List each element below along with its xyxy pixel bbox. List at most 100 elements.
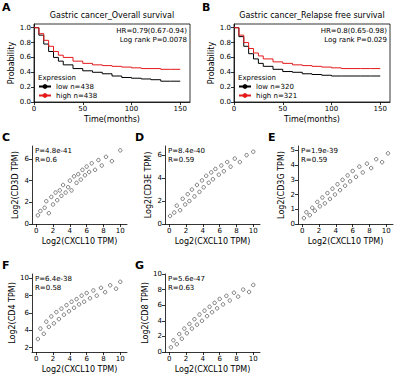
svg-text:Time(months): Time(months) [283,115,340,124]
svg-text:6: 6 [217,227,222,235]
svg-text:2: 2 [184,355,188,363]
svg-text:0: 0 [158,220,162,228]
svg-text:10: 10 [20,274,29,282]
svg-text:8: 8 [158,286,162,294]
svg-text:8: 8 [25,292,29,300]
svg-text:50: 50 [78,105,87,113]
svg-text:8: 8 [101,227,105,235]
svg-text:high n=438: high n=438 [56,92,97,100]
svg-text:Log2(CD4 TPM): Log2(CD4 TPM) [8,282,17,344]
svg-text:4: 4 [334,227,339,235]
svg-text:4: 4 [201,355,206,363]
svg-text:8: 8 [234,355,238,363]
svg-text:0.0: 0.0 [20,98,31,106]
svg-text:P=5.6e-47: P=5.6e-47 [168,275,205,283]
svg-text:10: 10 [249,227,258,235]
svg-text:0.8: 0.8 [20,39,31,47]
svg-text:R=0.59: R=0.59 [301,156,327,164]
svg-text:10: 10 [116,355,125,363]
svg-text:Log rank P=0.0078: Log rank P=0.0078 [120,36,187,44]
svg-text:B: B [202,1,210,14]
svg-text:2: 2 [158,332,162,340]
svg-text:6: 6 [25,309,30,317]
svg-text:4: 4 [158,174,163,182]
svg-text:low n=438: low n=438 [56,83,94,91]
svg-text:F: F [2,259,10,272]
svg-text:6: 6 [350,227,355,235]
svg-text:Expression: Expression [238,74,276,82]
svg-text:10: 10 [153,270,162,278]
svg-text:0.6: 0.6 [220,53,232,61]
svg-text:4: 4 [291,161,296,169]
svg-text:0: 0 [34,227,38,235]
svg-text:50: 50 [278,105,287,113]
svg-text:P=4.8e-41: P=4.8e-41 [35,147,72,155]
svg-text:A: A [2,1,11,14]
svg-text:Expression: Expression [38,74,76,82]
svg-text:0: 0 [32,105,36,113]
svg-text:HR=0.8(0.65-0.98): HR=0.8(0.65-0.98) [321,27,388,35]
svg-text:4: 4 [201,227,206,235]
svg-text:6: 6 [84,355,89,363]
svg-text:100: 100 [325,105,338,113]
svg-text:4: 4 [68,227,73,235]
svg-text:2: 2 [51,227,55,235]
svg-text:6: 6 [158,151,163,159]
svg-text:150: 150 [374,105,387,113]
svg-text:6: 6 [217,355,222,363]
svg-text:E: E [268,131,276,144]
svg-text:P=6.4e-38: P=6.4e-38 [35,275,72,283]
svg-text:HR=0.79(0.67-0.94): HR=0.79(0.67-0.94) [116,27,187,35]
svg-text:0.4: 0.4 [220,68,232,76]
svg-text:Gastric cancer_Relapse free su: Gastric cancer_Relapse free survival [239,11,384,20]
svg-text:D: D [135,131,144,144]
svg-text:6: 6 [158,301,163,309]
svg-text:R=0.59: R=0.59 [168,156,194,164]
svg-text:2: 2 [51,355,55,363]
svg-text:3: 3 [291,176,295,184]
svg-text:4: 4 [25,326,30,334]
svg-text:Log rank P=0.029: Log rank P=0.029 [324,36,387,44]
svg-text:Gastric cancer_Overall surviva: Gastric cancer_Overall survival [50,11,174,20]
svg-text:0.8: 0.8 [220,39,231,47]
svg-text:high n=321: high n=321 [256,92,297,100]
svg-text:P=1.9e-39: P=1.9e-39 [301,147,338,155]
svg-text:R=0.58: R=0.58 [35,284,61,292]
svg-text:5: 5 [291,146,295,154]
svg-text:P=8.4e-40: P=8.4e-40 [168,147,205,155]
svg-text:0: 0 [232,105,236,113]
svg-text:Log2(CD3D TPM): Log2(CD3D TPM) [11,151,20,219]
svg-text:2: 2 [25,198,29,206]
svg-text:Probability: Probability [7,42,16,85]
svg-text:1.0: 1.0 [220,24,231,32]
svg-text:1: 1 [291,205,295,213]
svg-text:0: 0 [25,220,29,228]
svg-text:4: 4 [158,317,163,325]
svg-text:0.2: 0.2 [220,83,231,91]
svg-text:2: 2 [184,227,188,235]
svg-text:8: 8 [101,355,105,363]
svg-text:2: 2 [317,227,321,235]
svg-text:0.2: 0.2 [20,83,31,91]
svg-text:150: 150 [174,105,187,113]
svg-text:Time(months): Time(months) [83,115,140,124]
svg-text:100: 100 [125,105,138,113]
svg-text:0: 0 [34,355,38,363]
svg-text:Probability: Probability [207,42,216,85]
svg-text:2: 2 [158,197,162,205]
svg-text:low n=320: low n=320 [256,83,294,91]
svg-text:Log2(CD8 TPM): Log2(CD8 TPM) [141,282,150,344]
svg-text:8: 8 [234,227,238,235]
svg-text:6: 6 [84,227,89,235]
svg-text:8: 8 [367,227,371,235]
svg-text:0: 0 [167,227,171,235]
svg-text:2: 2 [25,344,29,352]
svg-text:10: 10 [382,227,391,235]
svg-text:2: 2 [291,191,295,199]
svg-text:Log2(CD3E TPM): Log2(CD3E TPM) [144,152,153,219]
svg-text:C: C [2,131,10,144]
svg-text:0: 0 [158,348,162,356]
svg-text:4: 4 [25,177,30,185]
svg-text:Log2(CXCL10 TPM): Log2(CXCL10 TPM) [42,365,117,374]
svg-text:10: 10 [116,227,125,235]
